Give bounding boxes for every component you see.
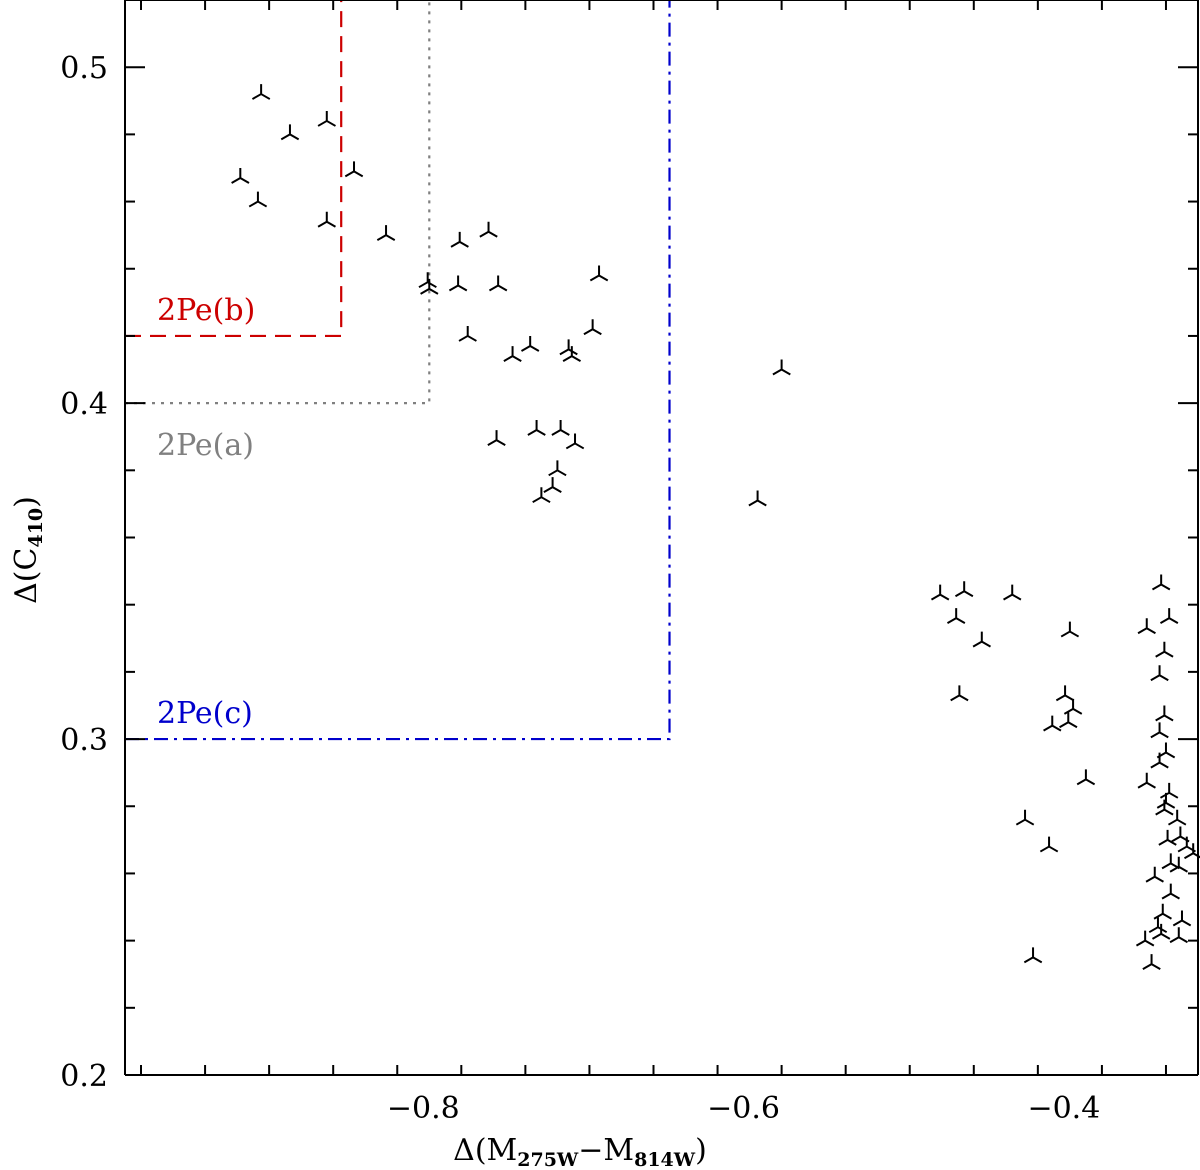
data-point-15 — [589, 265, 609, 282]
data-point-21 — [583, 319, 602, 336]
data-point-46 — [1151, 574, 1171, 591]
data-point-38 — [1055, 685, 1075, 702]
region-label-3: 2Pe(c) — [157, 696, 253, 731]
data-point-40 — [1043, 715, 1062, 732]
data-point-12 — [420, 278, 439, 295]
data-point-29 — [748, 490, 767, 507]
data-point-39 — [1063, 698, 1083, 715]
data-point-73 — [1135, 930, 1155, 947]
y-axis-title-suffix: ) — [9, 496, 44, 508]
y-tick-label-4: 0.5 — [60, 51, 108, 86]
plot-frame — [124, 0, 1199, 1076]
data-point-25 — [565, 433, 585, 450]
data-point-51 — [1155, 705, 1174, 722]
region-boundary-2 — [125, 0, 343, 338]
data-point-52 — [1150, 722, 1169, 739]
x-axis-title-mid: −M — [578, 1133, 634, 1168]
data-point-54 — [1156, 742, 1176, 759]
data-point-31 — [930, 584, 950, 601]
region-boundary-1 — [125, 0, 431, 405]
data-point-16 — [458, 325, 477, 342]
data-point-58 — [1137, 772, 1156, 789]
x-tick-label-1: −0.8 — [387, 1091, 460, 1126]
y-axis-title: Δ(C410) — [9, 496, 47, 604]
data-point-55 — [1159, 782, 1179, 799]
x-axis-title-sub1: 275W — [517, 1149, 579, 1170]
data-point-74 — [1142, 954, 1161, 971]
data-point-49 — [1155, 641, 1174, 658]
data-point-32 — [954, 581, 974, 598]
data-point-23 — [527, 420, 546, 436]
data-point-20 — [562, 346, 582, 362]
data-point-22 — [487, 430, 506, 446]
ticks-layer — [125, 0, 1198, 1076]
data-point-59 — [1158, 829, 1177, 846]
y-tick-label-2: 0.3 — [60, 723, 108, 758]
data-point-4 — [231, 168, 250, 184]
data-point-2 — [280, 124, 300, 141]
data-point-18 — [503, 346, 522, 362]
x-axis-title-sub2: 814W — [634, 1149, 696, 1170]
data-point-13 — [448, 275, 468, 292]
x-tick-label-2: −0.6 — [707, 1091, 780, 1126]
data-point-6 — [344, 161, 364, 178]
data-point-60 — [1167, 809, 1187, 826]
data-point-67 — [1161, 883, 1180, 900]
data-point-45 — [1023, 947, 1043, 964]
data-point-33 — [946, 608, 966, 624]
data-point-7 — [317, 211, 336, 228]
data-point-9 — [450, 231, 469, 248]
data-point-27 — [543, 477, 562, 493]
region-label-2: 2Pe(b) — [157, 293, 255, 328]
data-point-69 — [1148, 917, 1168, 934]
y-axis-title-prefix: Δ(C — [9, 548, 44, 604]
data-point-26 — [548, 460, 567, 477]
data-point-42 — [1076, 769, 1096, 786]
x-axis-title: Δ(M275W−M814W) — [453, 1133, 707, 1170]
data-point-1 — [251, 84, 271, 100]
data-point-28 — [532, 487, 551, 504]
data-point-37 — [1060, 621, 1080, 638]
data-point-34 — [1003, 584, 1022, 601]
data-point-8 — [376, 225, 396, 242]
x-axis-title-prefix: Δ(M — [453, 1133, 517, 1168]
data-point-3 — [317, 110, 336, 127]
data-point-10 — [479, 221, 498, 238]
data-point-43 — [1015, 809, 1035, 826]
data-point-24 — [551, 420, 570, 436]
data-point-71 — [1172, 910, 1192, 927]
data-point-66 — [1145, 866, 1164, 883]
data-point-48 — [1159, 608, 1179, 624]
data-point-5 — [248, 191, 268, 208]
data-point-47 — [1137, 618, 1156, 635]
x-axis-title-suffix: ) — [695, 1133, 707, 1168]
data-point-35 — [972, 631, 991, 648]
data-point-19 — [559, 339, 578, 356]
region-boundary-3 — [125, 0, 671, 741]
region-labels-layer: 2Pe(a) 2Pe(b) 2Pe(c) — [157, 293, 255, 731]
data-point-53 — [1150, 752, 1169, 769]
region-label-1: 2Pe(a) — [157, 428, 254, 463]
data-point-57 — [1155, 799, 1174, 816]
data-point-41 — [1059, 712, 1078, 729]
data-point-72 — [1169, 927, 1188, 944]
y-tick-label-1: 0.2 — [60, 1059, 108, 1094]
data-point-50 — [1150, 665, 1169, 682]
y-axis-title-sub: 410 — [25, 508, 47, 548]
data-point-70 — [1151, 923, 1171, 940]
x-tick-label-3: −0.4 — [1027, 1091, 1100, 1126]
data-point-14 — [488, 275, 508, 292]
data-point-17 — [520, 336, 540, 352]
tick-labels-layer: −0.8 −0.6 −0.4 0.2 0.3 0.4 0.5 — [60, 51, 1100, 1126]
data-point-68 — [1153, 903, 1172, 920]
data-point-44 — [1039, 836, 1059, 853]
data-point-11 — [418, 272, 437, 289]
points-layer — [231, 84, 1200, 971]
regions-layer — [125, 0, 671, 741]
data-point-36 — [950, 685, 969, 702]
data-point-30 — [772, 359, 791, 376]
y-tick-label-3: 0.4 — [60, 387, 108, 422]
data-point-65 — [1161, 853, 1180, 870]
